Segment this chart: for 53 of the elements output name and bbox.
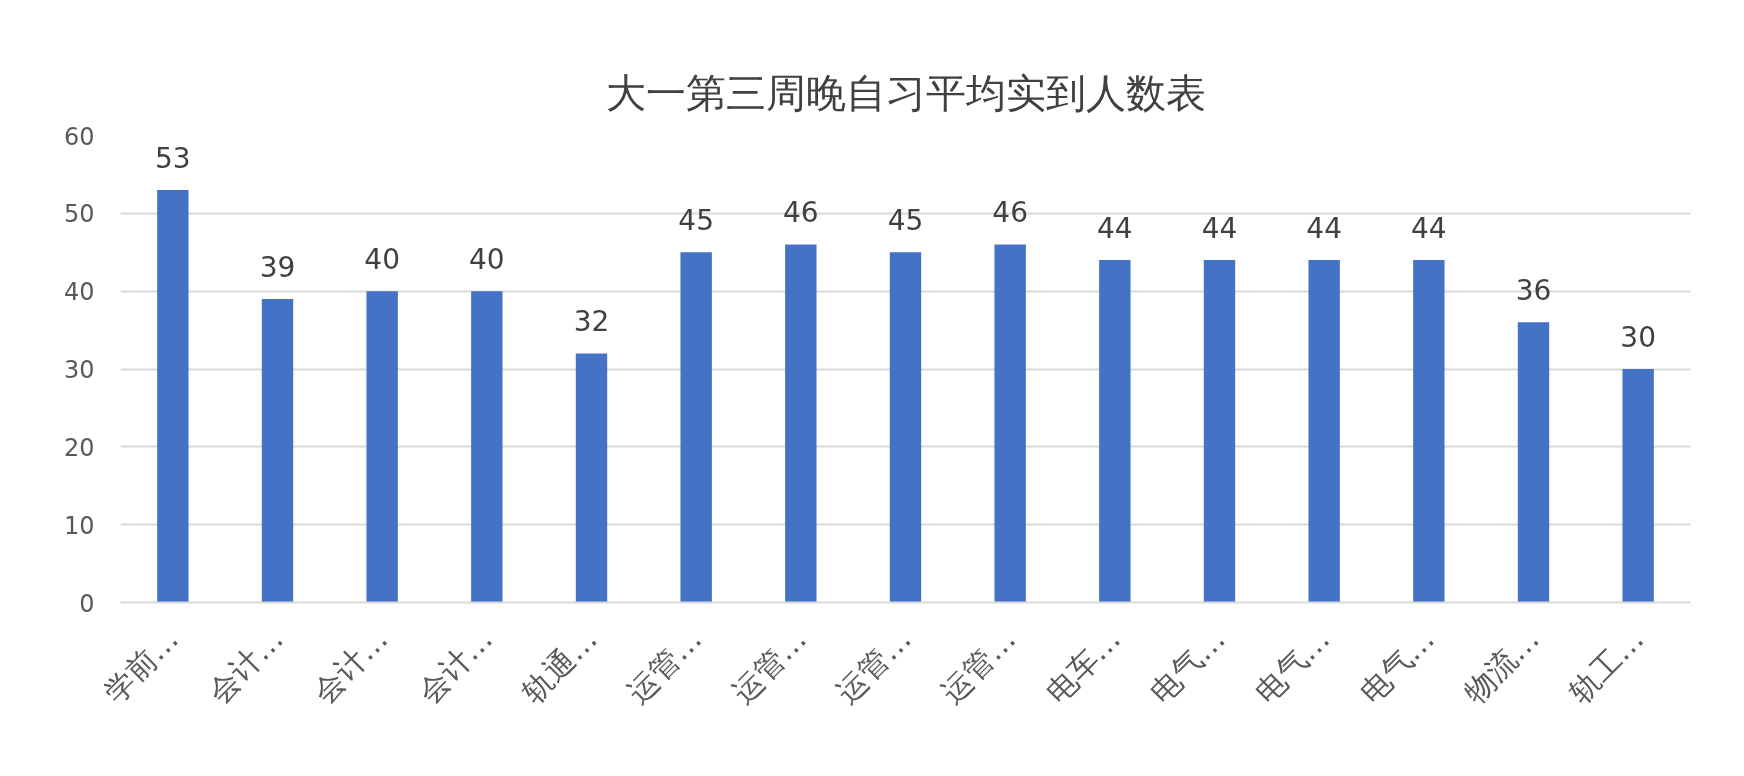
x-tick-label: 学前… [96, 621, 186, 710]
data-label: 44 [1097, 212, 1133, 246]
x-tick-label: 电气… [1143, 621, 1232, 710]
data-label: 32 [573, 305, 610, 339]
bar [785, 244, 817, 603]
y-tick-label: 50 [63, 200, 95, 229]
x-tick-label: 运管… [620, 621, 709, 710]
data-label: 40 [469, 243, 505, 277]
y-tick-label: 20 [63, 433, 95, 462]
y-tick-label: 30 [63, 356, 95, 384]
data-label: 30 [1620, 321, 1656, 354]
bar [261, 298, 294, 603]
chart-title: 大一第三周晚自习平均实到人数表 [605, 69, 1206, 116]
bar [575, 353, 608, 603]
x-tick-label: 会计… [410, 621, 500, 710]
bar [1413, 260, 1445, 603]
bar [366, 291, 398, 603]
data-label: 40 [364, 243, 400, 277]
bar [1203, 260, 1236, 603]
x-tick-label: 电气… [1248, 621, 1337, 710]
bar [889, 252, 922, 603]
data-label: 44 [1306, 212, 1342, 246]
x-tick-label: 轨通… [515, 621, 604, 710]
bar [1308, 260, 1340, 603]
data-label: 45 [678, 204, 714, 238]
y-tick-label: 0 [79, 589, 95, 618]
x-tick-label: 会计… [201, 621, 290, 710]
bar [157, 189, 189, 603]
data-label: 45 [887, 204, 924, 238]
data-label: 44 [1411, 212, 1447, 246]
x-tick-label: 会计… [306, 621, 395, 710]
x-tick-label: 运管… [829, 621, 918, 710]
bar [1517, 322, 1550, 603]
bar [1622, 369, 1654, 603]
y-tick-label: 10 [63, 511, 95, 540]
bar [471, 291, 503, 603]
x-tick-label: 电气… [1352, 621, 1442, 710]
data-label: 44 [1201, 212, 1238, 246]
bar [994, 244, 1026, 603]
x-tick-label: 运管… [724, 621, 814, 710]
data-label: 53 [155, 141, 191, 175]
y-tick-label: 40 [63, 278, 95, 307]
data-label: 36 [1515, 274, 1552, 308]
x-tick-label: 轨工… [1562, 621, 1651, 710]
x-tick-label: 电车… [1038, 621, 1128, 710]
data-label: 46 [783, 196, 819, 230]
data-label: 46 [992, 196, 1028, 230]
x-tick-label: 运管… [934, 621, 1023, 710]
x-tick-label: 物流… [1457, 621, 1546, 710]
data-label: 39 [259, 250, 296, 284]
bar [680, 252, 712, 603]
y-tick-label: 60 [63, 122, 95, 151]
bar [1099, 260, 1131, 603]
